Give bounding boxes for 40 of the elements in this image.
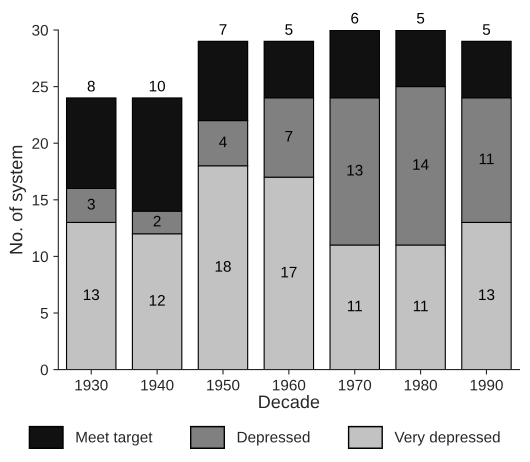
- data-label: 12: [150, 294, 165, 306]
- data-label: 17: [282, 266, 297, 278]
- data-label: 13: [479, 289, 494, 300]
- x-tick-label: 1940: [141, 380, 174, 391]
- data-label: 4: [219, 136, 227, 148]
- data-label: 7: [285, 131, 292, 142]
- data-label: 5: [416, 12, 424, 24]
- y-tick-label: 5: [40, 308, 48, 319]
- x-axis-title: Decade: [259, 394, 320, 408]
- data-label: 13: [84, 289, 100, 300]
- y-tick-label: 25: [32, 81, 48, 92]
- legend-label: Very depressed: [394, 431, 500, 446]
- y-tick-label: 0: [40, 364, 48, 376]
- x-tick-label: 1960: [273, 380, 306, 391]
- data-label: 14: [413, 159, 429, 170]
- x-tick-label: 1980: [404, 380, 437, 391]
- y-tick-label: 15: [32, 194, 48, 206]
- data-label: 7: [220, 24, 226, 35]
- y-tick-label: 10: [32, 251, 48, 262]
- data-label: 11: [414, 300, 428, 312]
- data-label: 13: [347, 164, 363, 176]
- data-label: 10: [150, 80, 166, 92]
- x-tick-label: 1950: [207, 380, 240, 391]
- data-label: 11: [480, 154, 494, 164]
- data-label: 8: [88, 80, 95, 92]
- y-tick-label: 30: [32, 24, 48, 36]
- x-tick-label: 1930: [75, 380, 108, 391]
- data-label: 2: [154, 216, 161, 226]
- x-tick-label: 1990: [470, 380, 503, 391]
- x-tick-label: 1970: [338, 380, 372, 391]
- legend-label: Depressed: [238, 431, 310, 446]
- y-axis-title: No. of system: [9, 146, 26, 254]
- y-tick-label: 20: [32, 138, 48, 149]
- legend-label: Meet target: [76, 432, 152, 446]
- data-label: 18: [216, 261, 231, 272]
- data-label: 3: [88, 198, 95, 210]
- data-label: 5: [482, 24, 490, 35]
- data-label: 11: [348, 300, 362, 312]
- data-label: 5: [285, 24, 292, 35]
- data-label: 6: [351, 12, 358, 24]
